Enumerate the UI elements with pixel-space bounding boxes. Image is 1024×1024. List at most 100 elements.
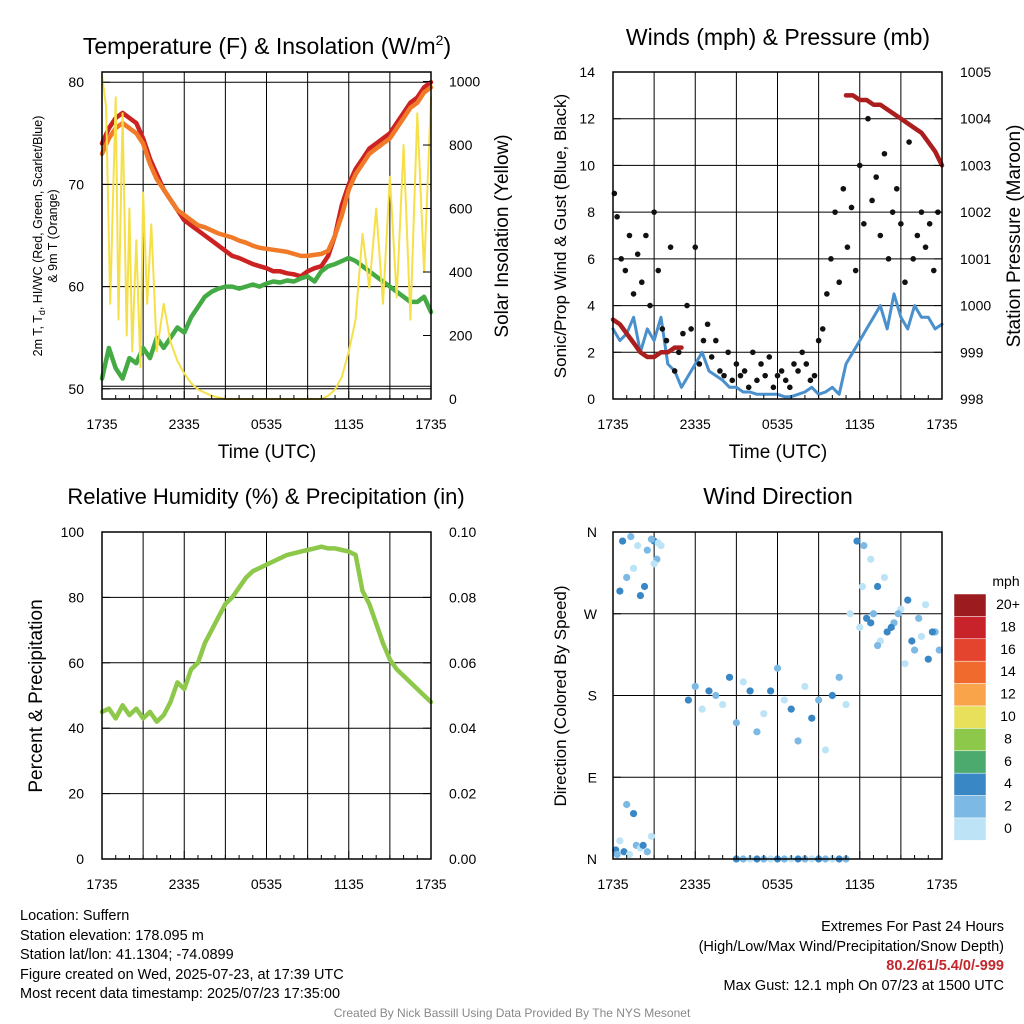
direction-point xyxy=(636,591,645,600)
direction-point xyxy=(858,582,867,591)
y-tick-label: 40 xyxy=(68,720,84,736)
y-tick-label: S xyxy=(588,688,597,704)
direction-point xyxy=(705,687,713,695)
gust-point xyxy=(902,279,908,286)
direction-panel: Wind Direction 1735 2335 0535 1135 1735NESWN… xyxy=(551,483,1020,892)
series-line xyxy=(99,544,434,724)
y-tick-label: 20 xyxy=(68,786,84,802)
legend-label: 14 xyxy=(1000,663,1016,679)
y2-tick-label: 600 xyxy=(449,201,473,217)
direction-point xyxy=(794,737,802,745)
y-tick-label: 100 xyxy=(61,524,85,540)
gust-point xyxy=(663,337,670,344)
legend-swatch xyxy=(953,705,987,729)
y-tick-label: N xyxy=(587,851,597,867)
legend-swatch xyxy=(953,593,987,617)
gust-point xyxy=(630,291,637,297)
gust-point xyxy=(717,368,723,374)
y2-tick-label: 1000 xyxy=(449,74,480,90)
gust-point xyxy=(881,150,888,157)
direction-point xyxy=(908,637,916,645)
gust-point xyxy=(885,256,892,262)
x-tick-label: 1735 xyxy=(86,416,117,432)
x-tick-label: 1735 xyxy=(597,416,628,432)
direction-point xyxy=(808,714,816,722)
gust-point xyxy=(671,368,678,374)
direction-point xyxy=(753,728,761,736)
humidity-title: Relative Humidity (%) & Precipitation (i… xyxy=(67,484,464,509)
legend-label: 16 xyxy=(1000,641,1016,657)
gust-point xyxy=(684,302,690,309)
x-tick-label: 2335 xyxy=(680,876,711,892)
figure-created: Figure created on Wed, 2025-07-23, at 17… xyxy=(20,966,344,983)
legend-swatch xyxy=(953,750,987,774)
direction-point xyxy=(915,614,923,622)
gust-point xyxy=(803,361,810,367)
gust-point xyxy=(922,244,929,250)
direction-point xyxy=(698,705,706,713)
gust-point xyxy=(832,209,838,215)
direction-point xyxy=(873,582,882,591)
humidity-ticks: 1735 2335 0535 1135 17350204060801000.000.02… xyxy=(61,524,477,892)
direction-point xyxy=(853,537,861,545)
credit-line: Created By Nick Bassill Using Data Provi… xyxy=(333,1006,691,1020)
legend-label: 10 xyxy=(1000,708,1016,724)
legend-swatch xyxy=(953,795,987,819)
x-tick-label: 1735 xyxy=(415,416,446,432)
x-tick-label: 0535 xyxy=(762,876,793,892)
x-tick-label: 1135 xyxy=(845,416,875,432)
direction-point xyxy=(746,687,754,695)
direction-legend: 20+ 18 16 14 12 10 8 6 4 2 0 xyxy=(953,593,1020,841)
direction-point xyxy=(821,746,830,754)
gust-point xyxy=(877,232,884,239)
gust-point xyxy=(733,361,740,367)
direction-point xyxy=(647,832,655,840)
wind-xlabel: Time (UTC) xyxy=(729,442,828,463)
direction-point xyxy=(725,673,734,681)
gust-point xyxy=(618,256,625,262)
gust-point xyxy=(643,232,649,239)
legend-swatch xyxy=(953,772,987,796)
gust-point xyxy=(778,368,785,374)
x-tick-label: 1735 xyxy=(597,876,628,892)
gust-point xyxy=(774,372,781,379)
gust-point xyxy=(799,349,805,356)
gust-point xyxy=(725,349,731,356)
y2-tick-label: 998 xyxy=(960,391,984,407)
y2-tick-label: 1000 xyxy=(960,298,991,314)
series-line xyxy=(843,93,945,168)
direction-point xyxy=(856,623,864,631)
temperature-grid xyxy=(102,72,431,399)
legend-swatch xyxy=(953,616,987,640)
y2-tick-label: 0.04 xyxy=(449,720,476,736)
gust-point xyxy=(700,337,707,344)
legend-label: 20+ xyxy=(996,596,1020,612)
direction-point xyxy=(835,673,843,681)
direction-point xyxy=(691,682,699,691)
gust-point xyxy=(680,330,686,337)
gust-point xyxy=(655,267,662,274)
direction-point xyxy=(623,573,631,582)
legend-swatch xyxy=(953,817,987,841)
gust-point xyxy=(766,354,773,360)
y-tick-label: 70 xyxy=(68,176,84,192)
humidity-series xyxy=(99,544,434,724)
direction-point xyxy=(625,850,634,859)
y2-tick-label: 1003 xyxy=(960,157,991,173)
gust-point xyxy=(787,384,793,391)
legend-swatch xyxy=(953,660,987,684)
gust-point xyxy=(696,361,703,367)
y2-tick-label: 0.00 xyxy=(449,851,476,867)
gust-point xyxy=(667,244,674,250)
gust-point xyxy=(873,174,879,180)
direction-point xyxy=(787,705,795,713)
y2-tick-label: 200 xyxy=(449,328,473,344)
legend-label: 8 xyxy=(1004,730,1012,746)
direction-point xyxy=(928,628,937,636)
legend-label: 4 xyxy=(1004,775,1012,791)
wind-series xyxy=(610,93,945,399)
gust-point xyxy=(638,279,645,286)
gust-point xyxy=(811,372,818,379)
gust-point xyxy=(708,354,715,360)
